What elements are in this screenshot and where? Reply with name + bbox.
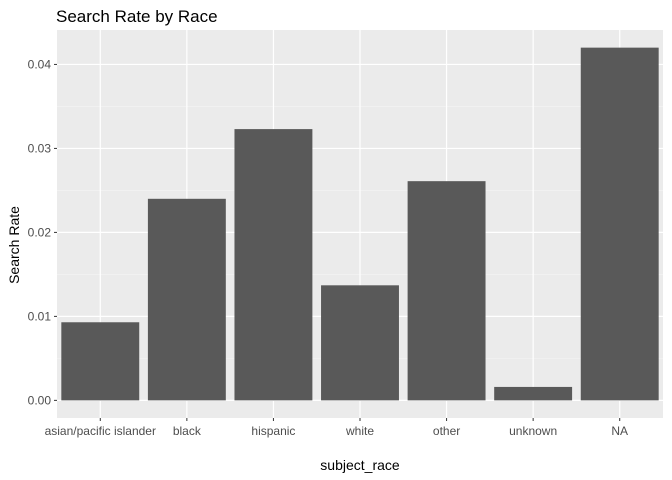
bar <box>234 129 313 401</box>
y-tick-label: 0.00 <box>28 393 52 407</box>
y-axis-title: Search Rate <box>6 206 22 284</box>
x-tick-label: unknown <box>509 424 557 438</box>
bar <box>321 285 399 401</box>
bar <box>407 181 486 401</box>
y-tick-label: 0.04 <box>28 57 52 71</box>
x-tick-label: hispanic <box>251 424 295 438</box>
x-tick-label: NA <box>611 424 628 438</box>
x-tick-label: asian/pacific islander <box>45 424 156 438</box>
y-tick-label: 0.01 <box>28 309 52 323</box>
x-tick-label: other <box>433 424 460 438</box>
x-axis: asian/pacific islander black hispanic white… <box>45 418 628 438</box>
bar <box>580 47 659 401</box>
bars <box>61 47 659 401</box>
bar <box>61 322 140 401</box>
x-tick-label: black <box>173 424 202 438</box>
x-axis-title: subject_race <box>320 457 400 473</box>
chart-title: Search Rate by Race <box>56 7 218 26</box>
y-tick-label: 0.03 <box>28 141 52 155</box>
bar <box>494 386 573 401</box>
y-axis: 0.00 0.01 0.02 0.03 0.04 <box>28 57 57 407</box>
x-tick-label: white <box>345 424 374 438</box>
y-tick-label: 0.02 <box>28 225 52 239</box>
bar <box>147 198 226 401</box>
